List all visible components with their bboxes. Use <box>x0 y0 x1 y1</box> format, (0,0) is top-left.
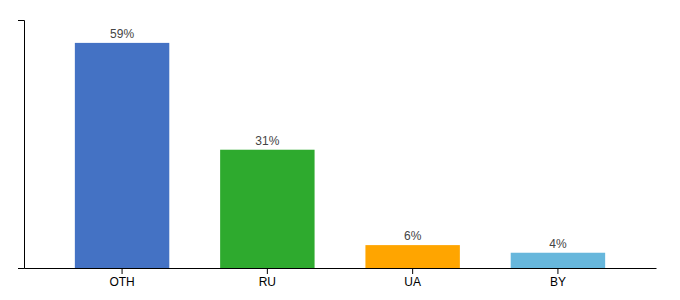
x-tick-mark <box>122 268 123 274</box>
bars <box>75 43 605 268</box>
x-tick-mark <box>267 268 268 274</box>
x-tick-label: RU <box>259 275 276 289</box>
x-tick: UA <box>404 268 421 289</box>
x-tick-label: UA <box>404 275 421 289</box>
x-tick-label: BY <box>550 275 566 289</box>
x-tick-mark <box>557 268 558 274</box>
data-labels: 59% 31% 6% 4% <box>110 27 567 251</box>
data-label: 31% <box>255 134 279 148</box>
x-axis: OTH RU UA BY <box>25 268 657 289</box>
x-axis-line <box>25 268 657 269</box>
y-axis <box>18 21 25 269</box>
x-tick: RU <box>259 268 276 289</box>
chart-svg: OTH RU UA BY 59% 31% 6% 4% <box>0 0 680 300</box>
y-axis-line <box>18 21 25 269</box>
bar <box>220 150 314 268</box>
bar <box>365 245 459 268</box>
data-label: 4% <box>549 237 567 251</box>
data-label: 6% <box>404 229 422 243</box>
x-tick: OTH <box>109 268 134 289</box>
bar <box>511 253 605 268</box>
chart-container: OTH RU UA BY 59% 31% 6% 4% <box>0 0 680 300</box>
x-tick: BY <box>550 268 566 289</box>
plot-area: OTH RU UA BY 59% 31% 6% 4% <box>18 21 657 289</box>
bar <box>75 43 169 268</box>
x-tick-label: OTH <box>109 275 134 289</box>
data-label: 59% <box>110 27 134 41</box>
x-tick-mark <box>412 268 413 274</box>
